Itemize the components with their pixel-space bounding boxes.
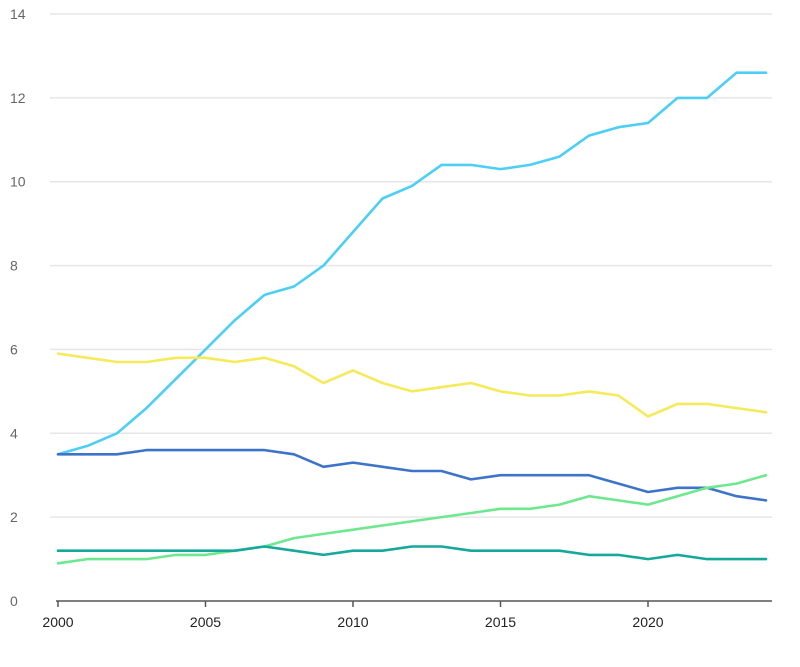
x-tick-label: 2005 (190, 614, 221, 630)
series-line-2 (56, 352, 768, 418)
y-tick-label: 14 (10, 6, 26, 22)
y-tick-label: 8 (10, 258, 18, 274)
x-tick-label: 2015 (485, 614, 516, 630)
y-tick-label: 4 (10, 425, 18, 441)
y-axis-tick-labels: 0 2 4 6 8 10 12 14 (10, 6, 26, 609)
y-tick-label: 12 (10, 90, 26, 106)
series-line-1 (56, 71, 768, 456)
y-tick-label: 6 (10, 341, 18, 357)
x-axis-tick-labels: 2000 2005 2010 2015 2020 (42, 614, 663, 630)
series-line-4 (56, 473, 768, 565)
series-lines (56, 71, 768, 565)
series-line-5 (56, 545, 768, 561)
x-axis (56, 600, 772, 607)
series-line-3 (56, 448, 768, 502)
y-tick-label: 0 (10, 593, 18, 609)
x-tick-label: 2020 (632, 614, 663, 630)
gridlines (50, 13, 772, 518)
y-tick-label: 2 (10, 509, 18, 525)
x-tick-label: 2010 (337, 614, 368, 630)
y-tick-label: 10 (10, 174, 26, 190)
x-tick-label: 2000 (42, 614, 73, 630)
